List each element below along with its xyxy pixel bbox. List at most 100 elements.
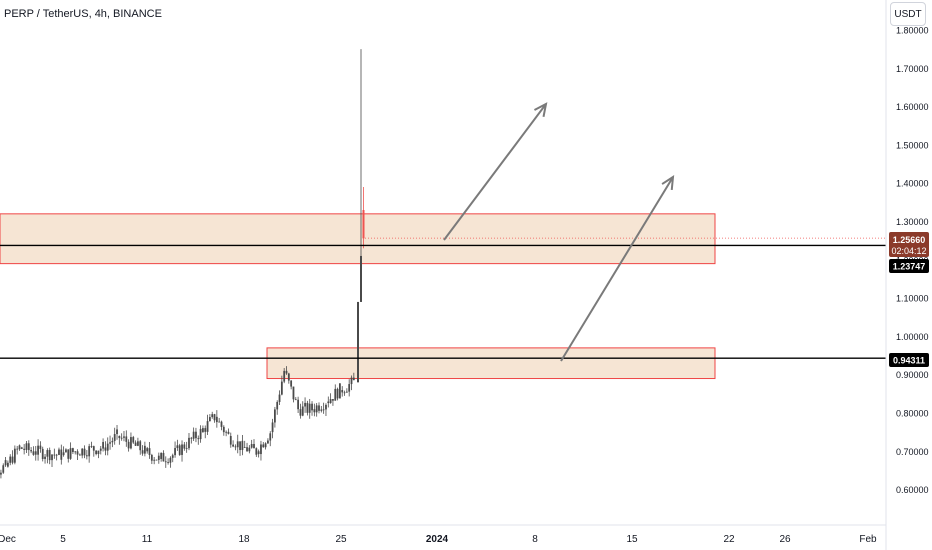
candle-body xyxy=(16,448,19,450)
x-tick-label: 2024 xyxy=(426,534,449,545)
candle-body xyxy=(299,409,302,416)
y-tick-label: 1.60000 xyxy=(896,102,929,112)
candle-body xyxy=(320,409,323,411)
candle-body xyxy=(7,462,9,467)
candle-body xyxy=(292,386,295,400)
candle-body xyxy=(88,446,91,457)
candle-body xyxy=(95,450,98,455)
candle-body xyxy=(287,373,290,381)
last-price-tag-bg xyxy=(889,232,929,257)
candle-body xyxy=(215,416,218,423)
candle-body xyxy=(348,384,351,392)
x-tick-label: 22 xyxy=(723,534,735,545)
candle-body xyxy=(315,405,318,413)
candle-body xyxy=(134,442,137,446)
price-zone[interactable] xyxy=(0,213,716,265)
candle-body xyxy=(65,449,67,453)
candle-body xyxy=(276,401,279,410)
chart-title: PERP / TetherUS, 4h, BINANCE xyxy=(4,8,162,20)
candle-body xyxy=(246,447,248,452)
y-tick-label: 1.30000 xyxy=(896,217,929,227)
x-tick-label: 18 xyxy=(238,534,250,545)
currency-unit-button[interactable]: USDT xyxy=(890,2,926,26)
y-tick-label: 0.90000 xyxy=(896,370,929,380)
candle-body xyxy=(178,445,181,455)
candle-body xyxy=(58,449,60,455)
candle-body xyxy=(280,381,283,395)
candle-body xyxy=(164,461,167,463)
candle-body xyxy=(343,392,346,394)
candle-body xyxy=(146,448,149,452)
candle-body xyxy=(327,401,330,404)
projection-arrow[interactable] xyxy=(443,103,547,241)
candle-body xyxy=(227,431,230,434)
candle-body xyxy=(171,455,174,458)
candle-body xyxy=(176,445,179,449)
candle-body xyxy=(269,433,272,441)
candle-body xyxy=(253,444,255,449)
candle-body xyxy=(350,377,353,385)
price-zone[interactable] xyxy=(266,347,716,380)
candle-body xyxy=(27,443,30,451)
candle-body xyxy=(195,431,197,439)
candle-body xyxy=(85,455,88,457)
candle-body xyxy=(160,452,163,459)
candle-body xyxy=(301,406,304,416)
x-tick-label: 5 xyxy=(60,534,66,545)
candle-body xyxy=(44,456,46,459)
candle-body xyxy=(332,399,334,401)
candle-body xyxy=(341,390,344,393)
candle-body xyxy=(92,446,95,451)
candle-body xyxy=(338,383,341,399)
candle-body xyxy=(76,451,79,455)
candle-body xyxy=(97,450,100,455)
x-tick-label: 15 xyxy=(626,534,638,545)
candle-body xyxy=(278,394,281,402)
candle-body xyxy=(148,448,151,455)
candle-body xyxy=(139,441,142,451)
x-tick-label: 8 xyxy=(532,534,538,545)
upper-level-tag-bg xyxy=(889,259,929,273)
candle-body xyxy=(264,443,267,448)
candle-body xyxy=(202,428,204,433)
candle-body xyxy=(118,435,121,439)
candle-body xyxy=(318,405,320,411)
x-tick-label: 26 xyxy=(779,534,791,545)
candle-body xyxy=(51,454,53,461)
candle-body xyxy=(46,450,49,457)
candle-body xyxy=(304,402,306,407)
candle-body xyxy=(111,440,114,443)
candle-body xyxy=(120,437,123,439)
candle-body xyxy=(41,448,44,459)
candle-body xyxy=(218,421,221,423)
candle-body xyxy=(153,459,156,461)
candle-body xyxy=(72,448,74,453)
candle-body xyxy=(39,445,42,449)
candle-body xyxy=(294,399,297,401)
candle-body xyxy=(329,399,332,404)
candle-body xyxy=(11,456,14,463)
candle-body xyxy=(125,436,128,442)
candle-body xyxy=(267,440,269,444)
candle-body xyxy=(4,460,7,466)
candle-body xyxy=(290,380,293,387)
candle-body xyxy=(322,409,325,411)
projection-arrow[interactable] xyxy=(560,176,674,362)
candle-body xyxy=(2,465,5,473)
y-tick-label: 1.70000 xyxy=(896,64,929,74)
candle-body xyxy=(255,448,258,455)
y-tick-label: 0.60000 xyxy=(896,485,929,495)
y-tick-label: 1.50000 xyxy=(896,140,929,150)
candle-body xyxy=(285,370,288,374)
y-tick-label: 1.80000 xyxy=(896,26,929,36)
candle-body xyxy=(262,444,265,448)
time-axis[interactable]: Dec 5 11 18 25 2024 8 15 22 26 Feb xyxy=(0,534,877,545)
candle-body xyxy=(199,428,202,440)
candle-body xyxy=(60,449,63,460)
last-price-tag: 1.25660 xyxy=(893,235,926,245)
candle-body xyxy=(183,444,186,449)
candle-body xyxy=(90,446,93,447)
bar-countdown: 02:04:12 xyxy=(891,246,926,256)
